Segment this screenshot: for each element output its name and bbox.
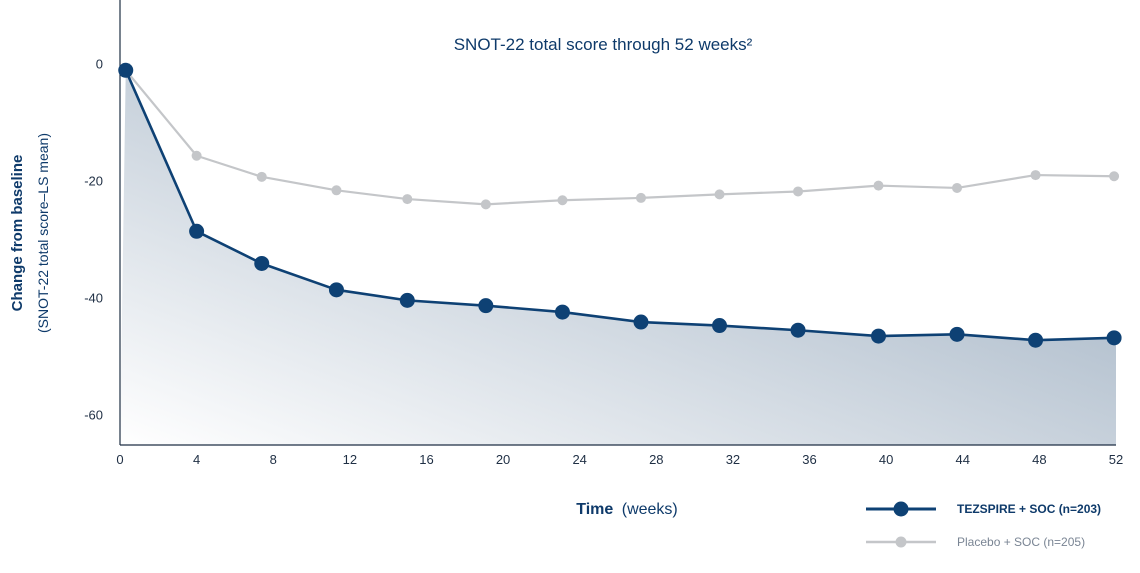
data-point-placebo — [873, 180, 884, 191]
data-point-placebo — [714, 189, 725, 200]
area-under-tezspire — [120, 70, 1116, 446]
data-point-tezspire — [478, 298, 494, 314]
data-point-tezspire — [254, 255, 270, 271]
y-axis-title-main: Change from baseline — [9, 155, 26, 312]
data-point-tezspire — [712, 318, 728, 334]
x-tick-label: 36 — [802, 452, 816, 467]
data-point-placebo — [635, 192, 646, 203]
x-tick-label: 8 — [270, 452, 277, 467]
area-fill-layer — [120, 70, 1116, 446]
data-point-tezspire — [1106, 330, 1122, 346]
legend-item-tezspire: TEZSPIRE + SOC (n=203) — [866, 501, 1101, 517]
legend-item-placebo: Placebo + SOC (n=205) — [866, 535, 1085, 549]
x-axis-title: Time (weeks) — [576, 501, 678, 518]
x-axis-title-main: Time — [576, 501, 613, 518]
data-point-placebo — [191, 150, 202, 161]
y-tick-label: -20 — [84, 174, 103, 189]
data-point-tezspire — [870, 328, 886, 344]
x-tick-label: 52 — [1109, 452, 1123, 467]
x-tick-label: 48 — [1032, 452, 1046, 467]
tick-labels: 0 4 8 12 16 20 24 28 32 36 40 44 48 520-20-40-60 — [84, 56, 1123, 467]
data-point-tezspire — [118, 62, 134, 78]
x-tick-label: 20 — [496, 452, 510, 467]
y-tick-label: 0 — [96, 56, 103, 71]
data-point-placebo — [331, 185, 342, 196]
data-point-tezspire — [328, 282, 344, 298]
x-tick-label: 32 — [726, 452, 740, 467]
data-point-placebo — [557, 195, 568, 206]
data-point-tezspire — [399, 292, 415, 308]
y-tick-label: -40 — [84, 291, 103, 306]
x-tick-label: 24 — [572, 452, 586, 467]
x-tick-label: 16 — [419, 452, 433, 467]
data-point-tezspire — [790, 322, 806, 338]
y-tick-label: -60 — [84, 408, 103, 423]
data-point-placebo — [1030, 170, 1041, 181]
x-axis-title-unit: (weeks) — [622, 501, 678, 518]
data-point-placebo — [256, 171, 267, 182]
data-point-tezspire — [633, 314, 649, 330]
series-line-tezspire — [124, 69, 1115, 342]
data-point-placebo — [402, 194, 413, 205]
data-point-placebo — [952, 182, 963, 193]
data-point-tezspire — [1028, 332, 1044, 348]
y-axis-title-sub: (SNOT-22 total score–LS mean) — [35, 133, 51, 333]
data-point-tezspire — [189, 223, 205, 239]
data-point-tezspire — [949, 326, 965, 342]
data-point-tezspire — [554, 304, 570, 320]
data-point-placebo — [793, 186, 804, 197]
legend-swatch-marker — [895, 536, 907, 548]
legend-swatch-marker — [893, 501, 909, 517]
y-axis-title: Change from baseline (SNOT-22 total scor… — [9, 133, 51, 333]
series-line-placebo — [124, 69, 1115, 206]
x-tick-label: 0 — [116, 452, 123, 467]
legend-label-tezspire: TEZSPIRE + SOC (n=203) — [957, 502, 1101, 516]
chart-title: SNOT-22 total score through 52 weeks² — [454, 35, 753, 54]
data-point-placebo — [480, 199, 491, 210]
x-tick-label: 12 — [343, 452, 357, 467]
x-tick-label: 4 — [193, 452, 200, 467]
data-point-placebo — [1109, 171, 1120, 182]
x-tick-label: 44 — [956, 452, 970, 467]
x-tick-label: 28 — [649, 452, 663, 467]
series-layer — [118, 62, 1122, 348]
legend: TEZSPIRE + SOC (n=203) Placebo + SOC (n=… — [866, 501, 1101, 549]
x-tick-label: 40 — [879, 452, 893, 467]
legend-label-placebo: Placebo + SOC (n=205) — [957, 535, 1085, 549]
